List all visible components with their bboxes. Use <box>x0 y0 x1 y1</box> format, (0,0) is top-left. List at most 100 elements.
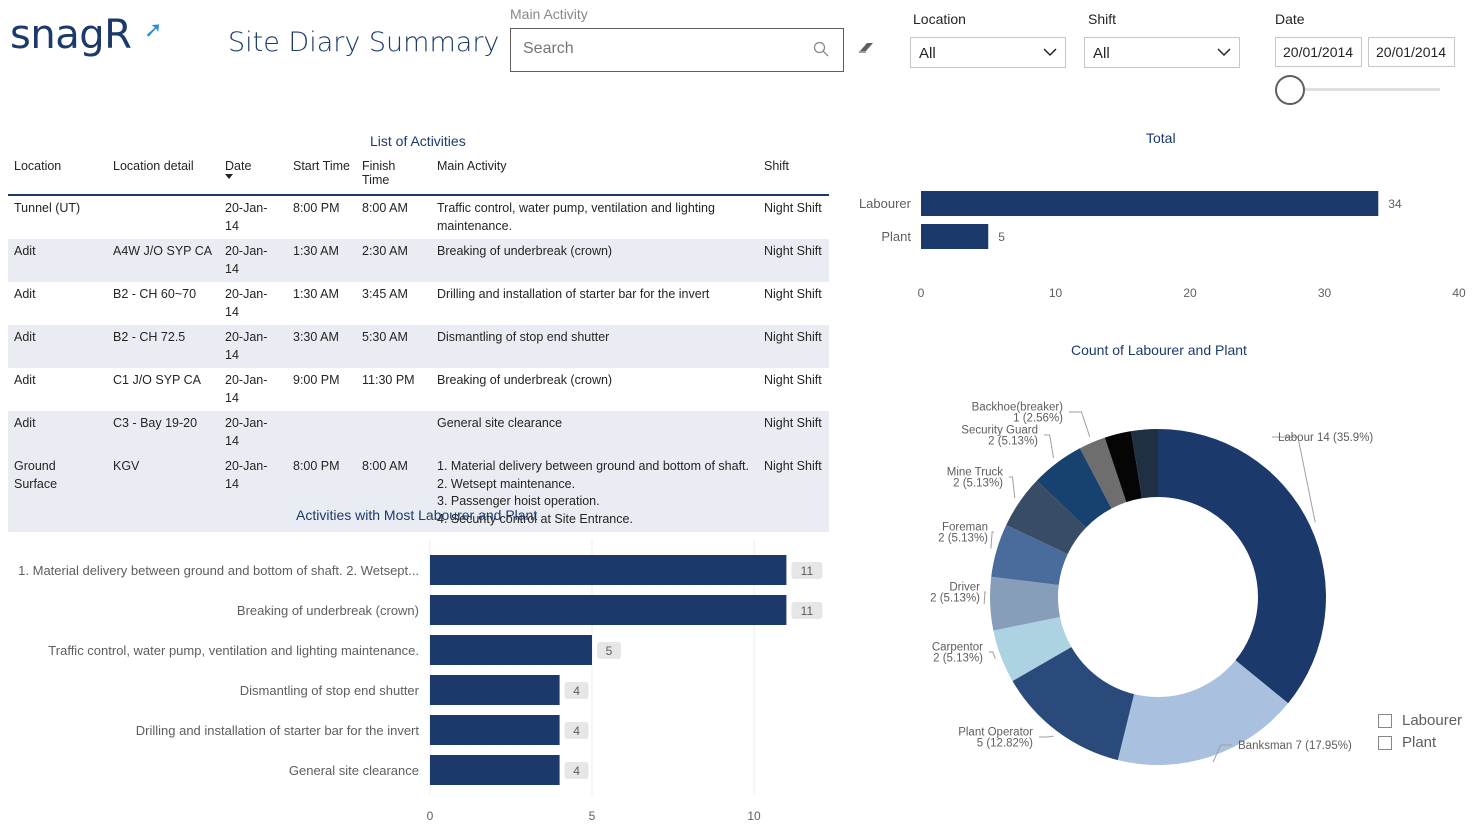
donut-slice-plant-operator <box>1012 647 1135 761</box>
category-label: Plant <box>881 229 911 244</box>
cell-location: Adit <box>14 287 36 301</box>
cell-main-activity: Dismantling of stop end shutter <box>431 325 758 368</box>
category-label: General site clearance <box>289 763 419 778</box>
leader-line <box>1009 476 1016 499</box>
cell-finish-time: 11:30 PM <box>362 373 415 387</box>
legend-item-plant[interactable]: Plant <box>1378 732 1462 754</box>
bar <box>430 555 787 585</box>
cell-main-activity: 1. Material delivery between ground and … <box>431 454 758 532</box>
category-label: Drilling and installation of starter bar… <box>136 723 420 738</box>
leader-line <box>1044 434 1054 458</box>
activities-table-title: List of Activities <box>370 133 466 149</box>
table-row[interactable]: Adit C1 J/O SYP CA 20-Jan-14 9:00 PM 11:30 P… <box>8 368 829 411</box>
cell-date: 20-Jan-14 <box>225 201 268 233</box>
x-tick-label: 0 <box>427 809 434 823</box>
cell-date: 20-Jan-14 <box>225 287 268 319</box>
donut-slice-labour <box>1158 429 1326 704</box>
cell-start-time: 9:00 PM <box>293 373 340 387</box>
cell-start-time <box>287 411 356 454</box>
bar <box>430 635 592 665</box>
column-header-finish-time[interactable]: Finish Time <box>356 156 431 196</box>
leader-line <box>1039 735 1054 738</box>
column-header-date[interactable]: Date <box>219 156 287 196</box>
activities-bar-chart: 0 5 10 1. Material delivery between ground … <box>18 540 823 823</box>
column-header-shift[interactable]: Shift <box>758 156 829 196</box>
column-header-date-label: Date <box>225 159 252 173</box>
legend-checkbox-icon <box>1378 714 1392 728</box>
slice-label: Security Guard <box>961 425 1038 437</box>
shift-dropdown[interactable]: All <box>1084 37 1240 68</box>
search-icon[interactable] <box>813 41 829 57</box>
data-label-background <box>597 642 621 659</box>
location-dropdown[interactable]: All <box>910 37 1066 68</box>
date-start-input[interactable]: 20/01/2014 <box>1275 37 1362 67</box>
table-row[interactable]: Adit B2 - CH 72.5 20-Jan-14 3:30 AM 5:30 AM D… <box>8 325 829 368</box>
main-activity-search[interactable] <box>510 28 844 72</box>
cell-date: 20-Jan-14 <box>219 454 287 532</box>
donut-slice-banksman <box>1117 660 1289 765</box>
cell-date: 20-Jan-14 <box>225 373 268 405</box>
column-header-main-activity[interactable]: Main Activity <box>431 156 758 196</box>
cell-date: 20-Jan-14 <box>219 239 287 282</box>
leader-line <box>1212 744 1232 763</box>
search-input[interactable] <box>523 29 803 69</box>
cell-start-time: 8:00 PM <box>287 454 356 532</box>
total-bar-chart: Labourer 34 Plant 5 0 10 20 30 40 <box>859 191 1466 300</box>
cell-date: 20-Jan-14 <box>219 411 287 454</box>
shift-value: All <box>1093 45 1110 62</box>
main-activity-label: Main Activity <box>510 6 588 22</box>
x-tick-label: 30 <box>1318 286 1332 300</box>
legend-item-labourer[interactable]: Labourer <box>1378 710 1462 732</box>
slice-label: Banksman 7 (17.95%) <box>1238 740 1352 752</box>
cell-location-detail: B2 - CH 60~70 <box>113 287 197 301</box>
column-header-location-detail[interactable]: Location detail <box>107 156 219 196</box>
cell-location: Adit <box>8 325 107 368</box>
column-header-start-time[interactable]: Start Time <box>287 156 356 196</box>
table-row[interactable]: Adit B2 - CH 60~70 20-Jan-14 1:30 AM 3:45 AM… <box>8 282 829 325</box>
date-end-input[interactable]: 20/01/2014 <box>1368 37 1455 67</box>
slice-label: Plant Operator <box>958 727 1033 739</box>
x-tick-label: 10 <box>1049 286 1063 300</box>
table-row[interactable]: Tunnel (UT) 20-Jan-14 8:00 PM 8:00 AM Traffi… <box>8 195 829 239</box>
table-row[interactable]: Adit A4W J/O SYP CA 20-Jan-14 1:30 AM 2:30 A… <box>8 239 829 282</box>
cell-location-detail: B2 - CH 72.5 <box>107 325 219 368</box>
cell-main-activity: Traffic control, water pump, ventilation… <box>437 201 715 233</box>
column-header-location[interactable]: Location <box>8 156 107 196</box>
category-label: Breaking of underbreak (crown) <box>237 603 419 618</box>
leader-line <box>990 531 994 549</box>
cell-start-time: 1:30 AM <box>287 239 356 282</box>
cell-location-detail: C1 J/O SYP CA <box>113 373 201 387</box>
table-row[interactable]: Adit C3 - Bay 19-20 20-Jan-14 General site … <box>8 411 829 454</box>
legend-checkbox-icon <box>1378 736 1392 750</box>
cell-main-activity: Breaking of underbreak (crown) <box>437 373 613 387</box>
cell-shift: Night Shift <box>758 454 829 532</box>
slice-label: 2 (5.13%) <box>953 478 1003 490</box>
eraser-icon[interactable] <box>858 40 876 54</box>
donut-slice-backhoe-breaker- <box>1079 437 1127 509</box>
snagr-logo: snagR ➚ <box>10 12 162 58</box>
table-row[interactable]: Ground Surface KGV 20-Jan-14 8:00 PM 8:00 AM… <box>8 454 829 532</box>
activities-table: Location Location detail Date Start Time… <box>8 156 829 532</box>
donut-slice <box>1104 431 1142 503</box>
cell-location: Ground Surface <box>8 454 107 532</box>
slice-label: 2 (5.13%) <box>988 436 1038 448</box>
bar-plant <box>921 224 989 249</box>
cell-shift: Night Shift <box>758 325 829 368</box>
data-label: 5 <box>998 230 1005 244</box>
leader-line <box>989 651 996 659</box>
bar <box>430 755 560 785</box>
bar <box>430 715 560 745</box>
donut-chart-title: Count of Labourer and Plant <box>1071 342 1247 358</box>
total-chart-title: Total <box>1146 130 1176 146</box>
x-tick-label: 40 <box>1452 286 1466 300</box>
data-label: 5 <box>606 644 613 658</box>
donut-slice-mine-truck <box>1006 480 1086 555</box>
date-slider-track[interactable] <box>1290 88 1440 91</box>
donut-legend: Labourer Plant <box>1378 710 1462 754</box>
cell-location: Adit <box>14 373 36 387</box>
cell-location: Adit <box>8 411 107 454</box>
cell-start-time: 3:30 AM <box>287 325 356 368</box>
logo-arrow-icon: ➚ <box>144 18 162 43</box>
slice-label: 1 (2.56%) <box>1013 413 1063 425</box>
date-slider-handle[interactable] <box>1275 75 1305 105</box>
